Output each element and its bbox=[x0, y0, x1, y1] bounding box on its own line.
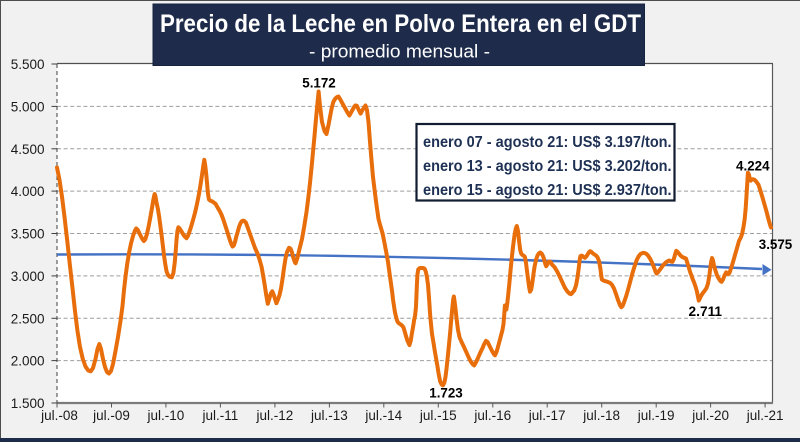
svg-text:1.500: 1.500 bbox=[11, 396, 45, 411]
svg-text:jul.-20: jul.-20 bbox=[691, 408, 729, 423]
svg-text:3.000: 3.000 bbox=[11, 269, 45, 284]
svg-text:1.723: 1.723 bbox=[429, 385, 463, 401]
svg-text:jul.-16: jul.-16 bbox=[473, 408, 511, 423]
svg-text:jul.-17: jul.-17 bbox=[528, 408, 566, 423]
svg-text:2.500: 2.500 bbox=[11, 311, 45, 326]
svg-text:jul.-14: jul.-14 bbox=[364, 408, 402, 423]
svg-text:jul.-11: jul.-11 bbox=[202, 408, 239, 423]
svg-text:5.500: 5.500 bbox=[11, 57, 45, 72]
svg-text:enero 07 - agosto 21: US$ 3.19: enero 07 - agosto 21: US$ 3.197/ton. bbox=[423, 134, 672, 151]
svg-text:jul.-21: jul.-21 bbox=[746, 408, 784, 423]
svg-text:jul.-13: jul.-13 bbox=[310, 408, 348, 423]
svg-text:3.500: 3.500 bbox=[11, 227, 45, 242]
svg-text:Precio de la Leche en Polvo En: Precio de la Leche en Polvo Entera en el… bbox=[160, 11, 641, 38]
svg-text:- promedio mensual -: - promedio mensual - bbox=[309, 42, 490, 62]
svg-text:enero 15 - agosto 21: US$ 2.93: enero 15 - agosto 21: US$ 2.937/ton. bbox=[423, 182, 672, 199]
svg-text:jul.-18: jul.-18 bbox=[582, 408, 620, 423]
svg-text:4.224: 4.224 bbox=[736, 157, 770, 173]
svg-text:jul.-12: jul.-12 bbox=[256, 408, 294, 423]
svg-text:2.711: 2.711 bbox=[689, 303, 723, 319]
svg-text:jul.-19: jul.-19 bbox=[637, 408, 675, 423]
svg-text:5.000: 5.000 bbox=[11, 99, 45, 114]
svg-text:jul.-15: jul.-15 bbox=[419, 408, 457, 423]
svg-text:jul.-08: jul.-08 bbox=[40, 408, 78, 423]
svg-text:jul.-09: jul.-09 bbox=[92, 408, 130, 423]
svg-text:4.500: 4.500 bbox=[11, 142, 45, 157]
svg-text:3.575: 3.575 bbox=[759, 236, 793, 252]
svg-text:5.172: 5.172 bbox=[302, 75, 336, 91]
svg-text:2.000: 2.000 bbox=[11, 354, 45, 369]
svg-text:4.000: 4.000 bbox=[11, 184, 45, 199]
svg-text:jul.-10: jul.-10 bbox=[147, 408, 185, 423]
svg-text:enero 13 - agosto 21: US$ 3.20: enero 13 - agosto 21: US$ 3.202/ton. bbox=[423, 158, 672, 175]
